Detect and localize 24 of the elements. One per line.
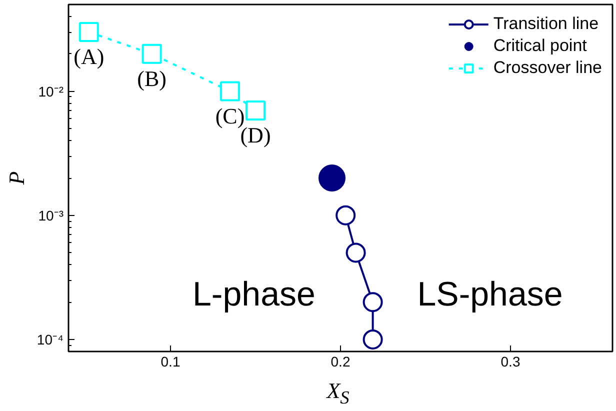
x-tick-label: 0.1 xyxy=(160,354,180,370)
y-tick-label: 10⁻⁴ xyxy=(36,331,64,348)
x-axis-title: X$_{S}$ xyxy=(326,377,350,410)
legend-label: Crossover line xyxy=(493,58,602,78)
legend-label: Transition line xyxy=(493,14,599,34)
point xyxy=(220,81,240,102)
y-tick-label: 10⁻² xyxy=(38,83,64,100)
x-tick-label: 0.3 xyxy=(500,354,520,370)
point xyxy=(336,205,356,226)
point xyxy=(142,44,162,64)
point xyxy=(346,242,366,263)
annotation: L-phase xyxy=(192,276,316,314)
y-axis-title: P xyxy=(4,171,29,186)
point xyxy=(318,164,346,192)
annotation: (B) xyxy=(137,66,166,91)
point xyxy=(362,292,383,312)
annotation: (A) xyxy=(74,44,104,70)
legend-label: Critical point xyxy=(493,36,587,56)
point xyxy=(362,329,383,350)
point xyxy=(78,22,99,42)
x-tick-label: 0.2 xyxy=(330,354,350,370)
y-tick-label: 10⁻³ xyxy=(38,207,64,224)
point xyxy=(246,100,266,120)
annotation: LS-phase xyxy=(417,276,563,314)
